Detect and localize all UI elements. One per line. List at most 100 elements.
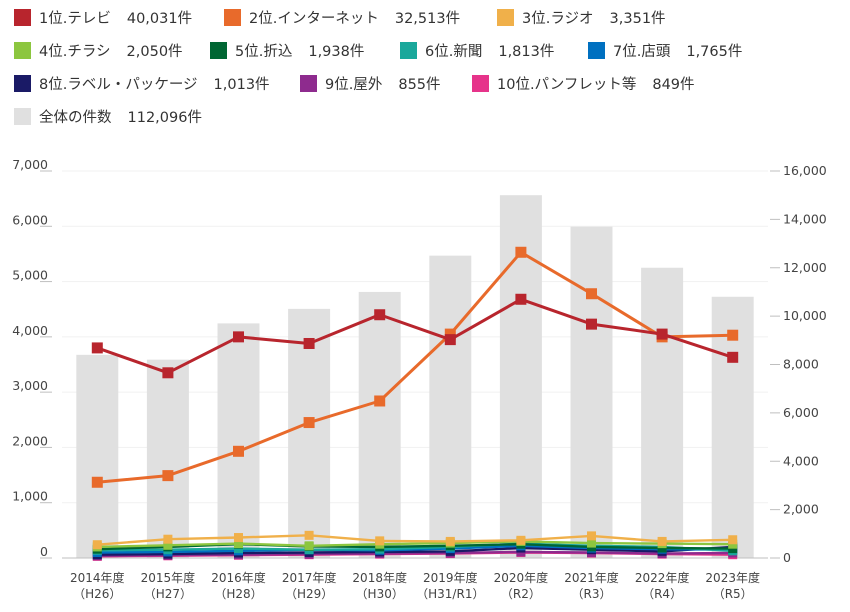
bar-total-7 — [570, 226, 613, 558]
bar-total-3 — [288, 308, 331, 558]
series-3-point-1 — [163, 534, 173, 544]
legend-item-1: 1位.テレビ 40,031件 — [14, 6, 192, 28]
series-line-2 — [97, 250, 733, 484]
x-tick-label-year: 2014年度 — [70, 570, 125, 585]
bar-series-total — [76, 195, 754, 558]
x-tick-label-era: （R4） — [642, 587, 682, 601]
series-1-point-6 — [515, 293, 527, 305]
series-1-point-2 — [233, 331, 244, 343]
legend-item-10: 10位.パンフレット等 849件 — [472, 72, 695, 94]
series-1-point-0 — [91, 342, 103, 354]
legend-label: 10位.パンフレット等 — [497, 76, 637, 93]
series-line-8 — [97, 545, 733, 556]
axes: 0 1,000 2,000 3,000 4,000 5,000 6,000 7,000 0 2,0… — [12, 157, 827, 565]
series-3 — [92, 530, 738, 550]
x-tick-label-era: （H27） — [144, 587, 192, 601]
legend-label: 7位.店頭 — [613, 43, 671, 60]
series-line-4 — [97, 540, 733, 549]
series-2-point-1 — [162, 470, 174, 482]
legend-count: 40,031件 — [126, 10, 193, 27]
legend-label: 9位.屋外 — [325, 76, 383, 93]
x-tick-label-era: （H30） — [356, 587, 404, 601]
legend-count: 1,938件 — [308, 43, 365, 60]
x-axis-labels: 2014年度 （H26） 2015年度 （H27） 2016年度 （H28） 2017年度 （… — [70, 570, 760, 601]
x-tick-label-year: 2017年度 — [282, 570, 337, 585]
x-tick-label-year: 2018年度 — [352, 570, 407, 585]
series-3-point-3 — [304, 530, 314, 540]
series-line-1 — [96, 297, 734, 375]
series-line-3 — [97, 534, 733, 546]
right-axis-tick-label: 14,000 — [783, 211, 827, 226]
legend-swatch — [210, 41, 227, 59]
series-1 — [91, 293, 739, 379]
bar-total-5 — [429, 255, 472, 558]
left-axis-tick-label: 5,000 — [12, 268, 48, 283]
legend-item-5: 5位.折込 1,938件 — [210, 39, 364, 61]
x-tick-label-year: 2019年度 — [423, 570, 478, 585]
legend-item-total: 全体の件数 112,096件 — [14, 105, 202, 127]
x-tick-label-year: 2015年度 — [141, 570, 196, 585]
series-2-point-7 — [586, 288, 597, 300]
series-3-point-7 — [587, 531, 596, 541]
series-3-point-6 — [516, 535, 526, 545]
x-tick-label-year: 2020年度 — [494, 570, 549, 585]
legend-swatch — [300, 74, 317, 92]
series-line-9 — [97, 550, 733, 557]
legend-label: 3位.ラジオ — [522, 10, 594, 27]
right-axis-tick-label: 2,000 — [783, 502, 819, 517]
legend-swatch — [472, 74, 489, 92]
series-1-point-4 — [374, 309, 386, 321]
legend-swatch — [14, 41, 31, 59]
legend-count: 112,096件 — [127, 109, 202, 126]
legend-label: 5位.折込 — [235, 43, 293, 60]
series-2-point-6 — [515, 246, 527, 258]
legend-label: 1位.テレビ — [39, 10, 111, 27]
legend-swatch — [497, 8, 514, 26]
left-axis-tick-label: 2,000 — [12, 433, 48, 448]
x-tick-label-year: 2022年度 — [635, 570, 690, 585]
series-4-point-3 — [304, 541, 314, 551]
legend-count: 2,050件 — [126, 43, 183, 60]
series-1-point-8 — [656, 328, 668, 340]
legend-item-9: 9位.屋外 855件 — [300, 72, 441, 94]
series-1-point-3 — [303, 337, 315, 349]
left-axis-tick-label: 1,000 — [12, 489, 48, 504]
series-2-point-4 — [374, 395, 386, 407]
legend-item-2: 2位.インターネット 32,513件 — [224, 6, 460, 28]
legend-count: 1,765件 — [686, 43, 743, 60]
x-tick-label-year: 2021年度 — [564, 570, 619, 585]
legend-label: 2位.インターネット — [249, 10, 379, 27]
series-2-point-9 — [727, 329, 739, 341]
series-2-point-0 — [91, 476, 103, 488]
legend-label: 全体の件数 — [39, 109, 112, 126]
bar-total-4 — [358, 291, 401, 558]
legend-label: 6位.新聞 — [425, 43, 483, 60]
right-axis-tick-label: 6,000 — [783, 405, 819, 420]
series-2-point-2 — [233, 445, 244, 457]
series-1-point-9 — [727, 351, 739, 363]
legend-swatch — [224, 8, 241, 26]
left-axis-tick-label: 7,000 — [12, 157, 48, 172]
legend-item-4: 4位.チラシ 2,050件 — [14, 39, 183, 61]
bar-total-0 — [76, 354, 119, 558]
legend-count: 855件 — [398, 76, 441, 93]
legend-swatch — [14, 74, 31, 92]
legend-swatch — [14, 107, 31, 125]
x-tick-label-era: （H28） — [214, 587, 262, 601]
right-axis-tick-label: 12,000 — [783, 260, 827, 275]
series-1-point-1 — [162, 367, 174, 379]
right-axis-tick-label: 4,000 — [783, 453, 819, 468]
legend-swatch — [14, 8, 31, 26]
series-1-point-5 — [444, 334, 456, 346]
left-axis-tick-label: 0 — [40, 544, 48, 559]
series-2-point-5 — [444, 328, 456, 340]
legend-count: 3,351件 — [609, 10, 666, 27]
legend-item-7: 7位.店頭 1,765件 — [588, 39, 742, 61]
bar-total-1 — [146, 359, 189, 558]
legend-label: 8位.ラベル・パッケージ — [39, 76, 198, 93]
legend-count: 1,813件 — [498, 43, 555, 60]
legend-swatch — [588, 41, 605, 59]
legend: 1位.テレビ 40,031件 2位.インターネット 32,513件 3位.ラジオ 3,35… — [0, 0, 850, 140]
x-tick-label-year: 2016年度 — [211, 570, 266, 585]
